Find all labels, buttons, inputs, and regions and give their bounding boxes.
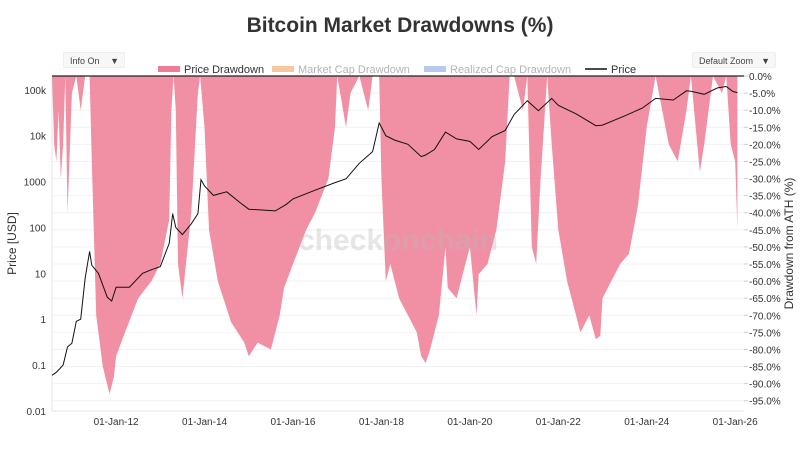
- y2-tick-label: -55.0%: [749, 260, 781, 271]
- chevron-down-icon: ▼: [110, 56, 119, 66]
- y-tick-label: 100: [29, 223, 46, 234]
- y-tick-label: 10: [35, 269, 47, 280]
- x-tick-label: 01-Jan-12: [94, 417, 139, 428]
- zoom-dropdown[interactable]: Default Zoom ▼: [692, 52, 776, 68]
- y-tick-label: 1000: [24, 178, 47, 189]
- legend-item-label: Realized Cap Drawdown: [450, 64, 571, 76]
- y2-tick-label: -90.0%: [749, 380, 781, 391]
- x-tick-label: 01-Jan-16: [270, 417, 315, 428]
- legend-item-label: Market Cap Drawdown: [298, 64, 410, 76]
- y2-tick-label: -5.0%: [749, 89, 775, 100]
- y2-tick-label: -35.0%: [749, 192, 781, 203]
- y2-axis-title: Drawdown from ATH (%): [782, 178, 796, 310]
- y2-tick-label: 0.0%: [749, 72, 772, 83]
- y2-tick-label: -80.0%: [749, 345, 781, 356]
- y-tick-label: 100k: [24, 86, 47, 97]
- y2-tick-label: -65.0%: [749, 294, 781, 305]
- legend-item-label: Price: [611, 64, 636, 76]
- zoom-label: Default Zoom: [699, 56, 754, 66]
- x-tick-label: 01-Jan-18: [359, 417, 404, 428]
- watermark-text: checkonchain: [298, 224, 498, 257]
- y2-tick-label: -20.0%: [749, 140, 781, 151]
- y-tick-label: 1: [40, 315, 46, 326]
- legend-swatch: [158, 66, 180, 72]
- y-tick-label: 0.1: [32, 361, 46, 372]
- y2-tick-label: -95.0%: [749, 397, 781, 408]
- y-axis-title: Price [USD]: [5, 212, 19, 275]
- y2-tick-label: -10.0%: [749, 106, 781, 117]
- y2-tick-label: -40.0%: [749, 209, 781, 220]
- info-toggle-dropdown[interactable]: Info On ▼: [63, 52, 125, 68]
- y2-tick-label: -45.0%: [749, 226, 781, 237]
- y2-tick-label: -15.0%: [749, 123, 781, 134]
- y2-tick-label: -25.0%: [749, 157, 781, 168]
- x-tick-label: 01-Jan-24: [624, 417, 669, 428]
- y2-tick-label: -60.0%: [749, 277, 781, 288]
- x-tick-label: 01-Jan-20: [447, 417, 492, 428]
- y2-tick-label: -70.0%: [749, 311, 781, 322]
- chevron-down-icon: ▼: [761, 56, 770, 66]
- x-tick-label: 01-Jan-26: [713, 417, 758, 428]
- legend-swatch: [272, 66, 294, 72]
- info-toggle-label: Info On: [70, 56, 100, 66]
- x-tick-label: 01-Jan-14: [182, 417, 227, 428]
- x-tick-label: 01-Jan-22: [536, 417, 581, 428]
- y2-tick-label: -75.0%: [749, 328, 781, 339]
- y2-tick-label: -30.0%: [749, 175, 781, 186]
- y-tick-label: 0.01: [27, 407, 47, 418]
- chart-title: Bitcoin Market Drawdowns (%): [246, 14, 554, 37]
- legend-item-label: Price Drawdown: [184, 64, 264, 76]
- y2-tick-label: -50.0%: [749, 243, 781, 254]
- legend-swatch: [424, 66, 446, 72]
- price-line: [51, 85, 738, 376]
- y2-tick-label: -85.0%: [749, 363, 781, 374]
- y-tick-label: 10k: [30, 132, 47, 143]
- price-drawdown-area: [52, 76, 738, 394]
